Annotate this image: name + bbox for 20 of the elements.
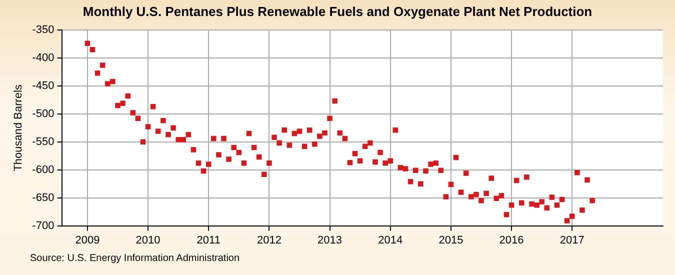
- x-tick-label: 2011: [196, 234, 220, 246]
- y-tick-label: -550: [32, 136, 54, 148]
- x-tick-label: 2016: [499, 234, 524, 246]
- x-tick-label: 2015: [438, 234, 464, 246]
- source-note: Source: U.S. Energy Information Administration: [30, 253, 240, 264]
- x-tick-label: 2009: [75, 234, 100, 246]
- y-tick-label: -350: [32, 24, 54, 36]
- y-tick-label: -450: [32, 80, 54, 92]
- x-tick-label: 2014: [378, 234, 403, 246]
- y-tick-label: -600: [32, 164, 54, 176]
- x-tick-label: 2013: [318, 234, 342, 246]
- y-tick-label: -500: [32, 108, 54, 120]
- y-tick-label: -700: [32, 220, 54, 232]
- x-tick-label: 2017: [560, 234, 584, 246]
- chart-title: Monthly U.S. Pentanes Plus Renewable Fuels and Oxygenate Plant Net Production: [82, 4, 594, 19]
- x-tick-label: 2010: [136, 234, 160, 246]
- y-tick-label: -400: [32, 52, 54, 64]
- y-axis-title: Thousand Barrels: [12, 84, 25, 172]
- y-tick-label: -650: [32, 192, 54, 204]
- x-tick-label: 2012: [256, 234, 282, 246]
